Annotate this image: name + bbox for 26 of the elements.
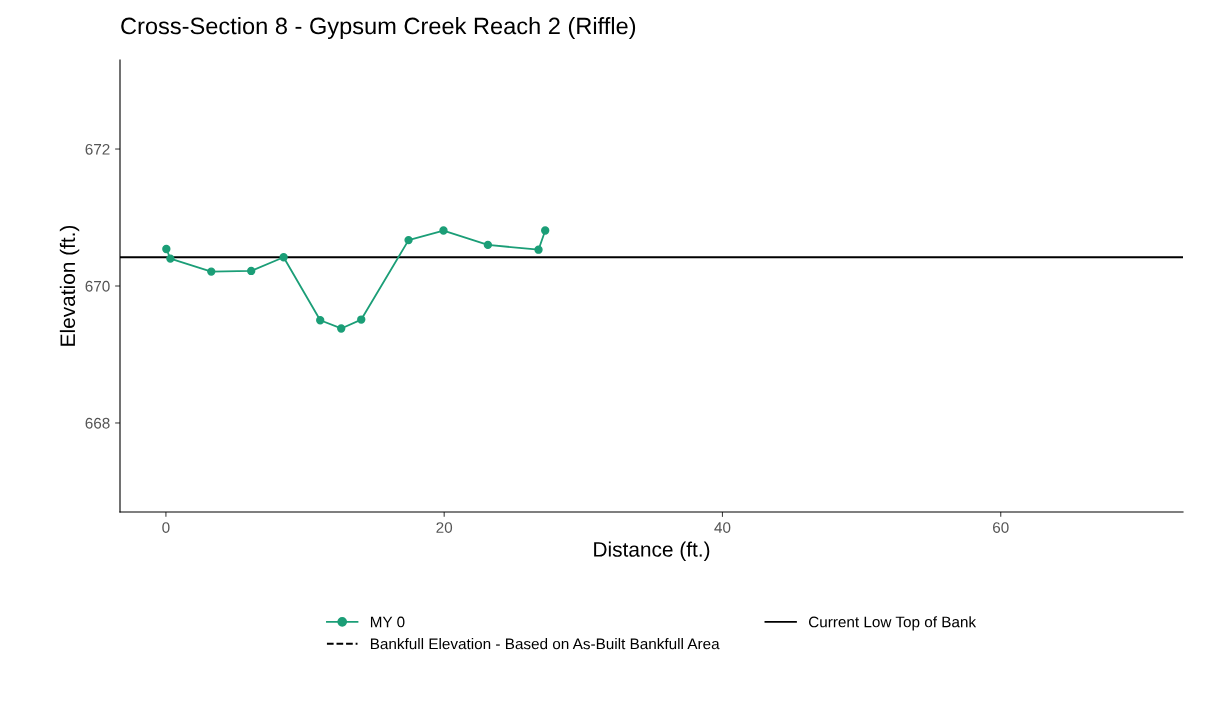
y-tick-label: 670 [85, 280, 110, 292]
chart-title: Cross-Section 8 - Gypsum Creek Reach 2 (Riffle) [121, 17, 636, 39]
point [534, 245, 543, 254]
y-axis-title: Elevation (ft.) [59, 225, 80, 346]
y-tick-label: 668 [85, 417, 110, 429]
point [357, 315, 366, 324]
point [404, 235, 413, 245]
point [247, 266, 256, 276]
x-tick-label: 60 [993, 522, 1009, 533]
x-tick-label: 20 [436, 522, 453, 533]
point [483, 240, 493, 250]
legend-label: Bankfull Elevation - Based on As-Built Bankfull Area [370, 638, 720, 650]
y-tick-label: 672 [85, 143, 110, 155]
point [162, 244, 171, 254]
x-axis-title: Distance (ft.) [594, 541, 710, 561]
point [207, 267, 216, 276]
legend-label: MY 0 [370, 616, 405, 628]
point [541, 226, 550, 235]
x-tick-label: 40 [714, 522, 731, 533]
legend-label: Current Low Top of Bank [808, 616, 977, 631]
point [316, 316, 325, 325]
point [279, 253, 288, 262]
point [166, 254, 175, 263]
x-tick-label: 0 [162, 522, 170, 533]
point [439, 226, 448, 235]
point [337, 324, 346, 333]
